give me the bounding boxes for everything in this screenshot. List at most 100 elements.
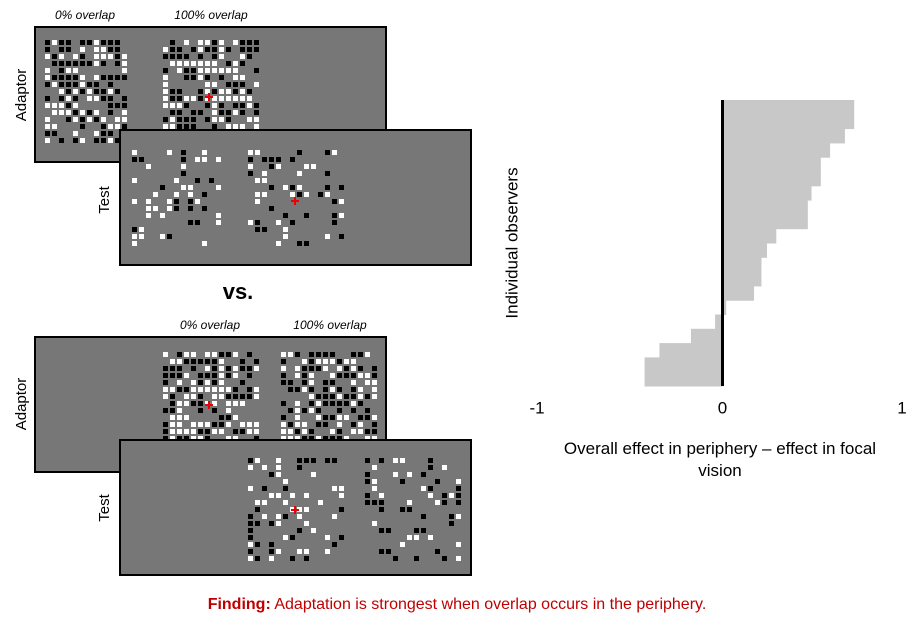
dot [269,521,274,526]
dot [281,436,286,441]
fixation-cross [291,506,299,514]
dot [122,124,127,129]
dot [358,394,363,399]
dot [316,394,321,399]
dot [205,380,210,385]
dot [45,47,50,52]
dot [304,549,309,554]
bar [715,314,723,330]
dot [108,82,113,87]
dot [276,164,281,169]
dot [163,366,168,371]
dot [248,528,253,533]
dot [163,387,168,392]
dot [254,387,259,392]
dot [184,117,189,122]
dot [304,213,309,218]
dot [205,82,210,87]
dot [177,373,182,378]
dot [122,54,127,59]
dot [262,171,267,176]
dot [332,150,337,155]
dot [108,110,113,115]
dot [160,234,165,239]
bar [644,371,723,387]
dot [332,458,337,463]
dot [212,103,217,108]
dot [240,422,245,427]
dot [254,82,259,87]
bar [722,300,727,315]
dot [170,366,175,371]
dot [281,422,286,427]
dot [205,401,210,406]
dot [101,131,106,136]
dot [198,408,203,413]
dot [337,422,342,427]
dot [177,352,182,357]
dot [276,220,281,225]
dot [456,493,461,498]
dot [163,75,168,80]
dot [59,138,64,143]
dot [288,387,293,392]
dot [421,472,426,477]
dot [247,352,252,357]
dot [205,359,210,364]
dot [66,75,71,80]
dot [226,436,231,441]
dot [66,110,71,115]
dot [212,429,217,434]
bar [722,214,808,230]
dot [212,96,217,101]
dot [108,89,113,94]
dot [115,75,120,80]
dot [318,192,323,197]
dot [297,458,302,463]
dot [386,549,391,554]
dot [365,373,370,378]
dot [456,500,461,505]
dot [198,54,203,59]
dot [205,89,210,94]
dot [240,124,245,129]
dot [191,422,196,427]
dot [309,394,314,399]
dot [372,429,377,434]
dot [94,89,99,94]
dot [379,549,384,554]
dot [184,359,189,364]
dot [302,422,307,427]
dot [248,486,253,491]
dot [115,124,120,129]
dot [240,82,245,87]
dot [337,415,342,420]
dot [209,178,214,183]
dot [295,408,300,413]
dot [233,89,238,94]
dot [94,110,99,115]
bar [722,114,855,130]
dot [170,429,175,434]
dot [358,422,363,427]
dot [80,117,85,122]
dot [80,61,85,66]
dot [184,103,189,108]
dot [233,387,238,392]
dot [290,157,295,162]
dot [191,61,196,66]
dot [198,401,203,406]
dot [393,556,398,561]
dot [309,401,314,406]
dot [132,199,137,204]
dot [219,394,224,399]
dot [122,103,127,108]
dot [233,373,238,378]
dot [456,556,461,561]
dot [254,436,259,441]
dot [205,40,210,45]
dot [351,387,356,392]
test-label: Test [96,493,113,521]
dot [254,394,259,399]
dot [122,96,127,101]
